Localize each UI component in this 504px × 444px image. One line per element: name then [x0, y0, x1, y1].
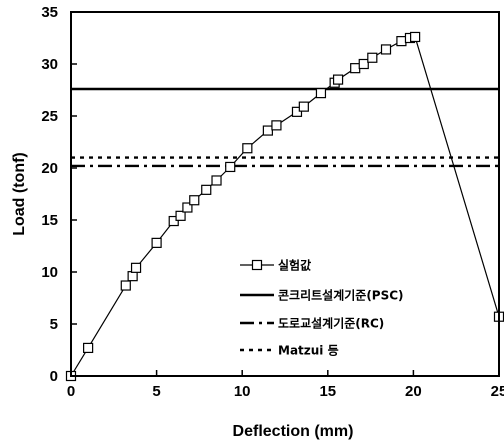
data-point: [127, 271, 138, 282]
data-point: [291, 106, 303, 117]
data-point: [175, 210, 186, 221]
data-point: [201, 184, 212, 195]
x-tick-label: 25: [491, 383, 504, 400]
y-tick-label: 0: [50, 368, 58, 385]
legend-label-2: 도로교설계기준(RC): [278, 316, 384, 331]
data-point: [182, 202, 193, 213]
plot-frame: [70, 11, 500, 377]
series-markers: [65, 31, 504, 382]
data-point: [262, 125, 273, 136]
data-point: [225, 161, 236, 173]
data-point: [332, 74, 344, 85]
data-point: [189, 195, 200, 206]
y-tick-label: 25: [41, 108, 58, 125]
data-point: [130, 262, 142, 273]
data-point: [242, 143, 253, 154]
y-tick-label: 5: [50, 316, 58, 333]
data-point: [120, 280, 131, 291]
data-point: [410, 31, 421, 43]
legend-marker: [251, 259, 263, 271]
data-point: [298, 101, 309, 112]
x-tick-label: 20: [405, 383, 422, 400]
y-tick-label: 15: [41, 212, 58, 229]
data-point: [367, 52, 378, 63]
y-tick-label: 30: [41, 56, 58, 73]
legend-label-0: 실험값: [278, 258, 311, 273]
y-tick-label: 20: [41, 160, 58, 177]
legend-label-3: Matzui 등: [278, 344, 339, 358]
data-point: [151, 237, 162, 248]
x-tick-label: 5: [152, 383, 160, 400]
data-point: [315, 88, 327, 99]
data-point: [350, 63, 361, 74]
x-axis-title: Deflection (mm): [233, 423, 354, 440]
y-tick-label: 10: [41, 264, 58, 281]
data-point: [358, 58, 369, 70]
y-tick-label: 35: [41, 4, 58, 21]
data-point: [271, 120, 282, 131]
x-tick-label: 15: [319, 383, 336, 400]
data-point: [396, 36, 407, 47]
legend-label-1: 콘크리트설계기준(PSC): [278, 288, 404, 303]
data-point: [168, 215, 179, 227]
data-point: [380, 44, 392, 55]
x-tick-label: 10: [234, 383, 251, 400]
x-tick-label: 0: [67, 383, 75, 400]
y-axis: 0 5 10 15 20 25 30 35: [41, 4, 77, 385]
data-point: [83, 342, 94, 354]
y-axis-title: Load (tonf): [11, 152, 28, 236]
x-axis: 0 5 10 15 20 25: [67, 370, 504, 400]
data-point: [211, 175, 222, 186]
